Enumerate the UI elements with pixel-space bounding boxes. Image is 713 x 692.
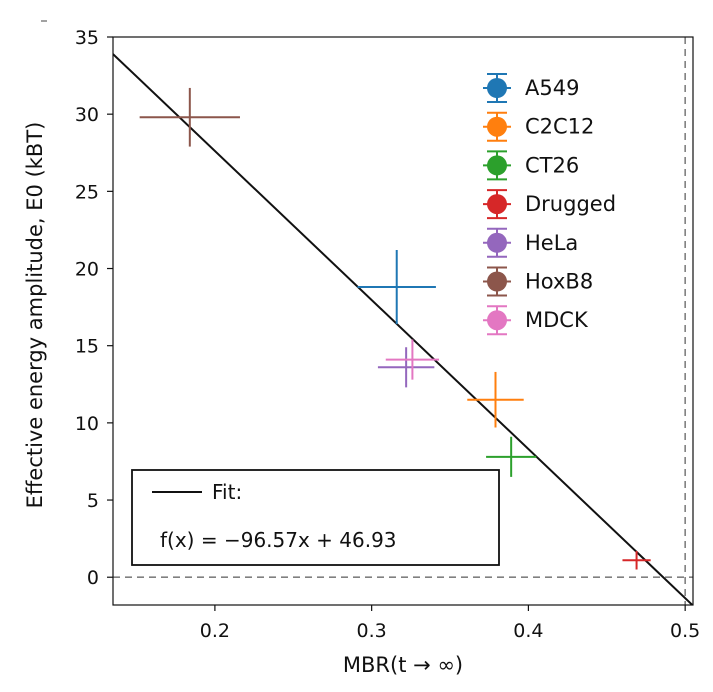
marker-mdck [385,339,440,380]
legend-marker-drugged [487,194,507,215]
legend-marker-c2c12 [487,116,507,137]
x-axis-label: MBR(t → ∞) [343,653,463,677]
legend: A549 C2C12 CT26 Drugged HeLa HoxB8 MDCK [483,73,616,336]
fit-legend-box: Fit: f(x) = −96.57x + 46.93 [131,469,500,566]
fit-equation: f(x) = −96.57x + 46.93 [160,528,397,552]
legend-label-hela: HeLa [525,231,578,255]
marker-ct26 [486,436,537,477]
x-tick-label: 0.2 [200,620,230,642]
legend-label-a549: A549 [525,76,579,100]
x-axis-ticks: 0.2 0.3 0.4 0.5 [200,605,700,642]
y-tick-label: 25 [75,181,99,203]
legend-item-c2c12: C2C12 [483,111,594,142]
reference-lines [113,37,693,605]
y-tick-label: 5 [87,490,99,512]
x-tick-label: 0.4 [513,620,543,642]
legend-label-mdck: MDCK [525,308,589,332]
marker-hela [377,347,435,388]
x-tick-label: 0.3 [357,620,387,642]
y-axis-ticks: 0 5 10 15 20 25 30 35 [75,27,113,589]
y-tick-label: 0 [87,567,99,589]
marker-c2c12 [467,371,524,428]
plot-frame [112,36,694,606]
y-tick-label: 20 [75,259,99,281]
fit-line-group [113,53,693,605]
legend-label-c2c12: C2C12 [525,115,594,139]
y-tick-label: 10 [75,413,99,435]
y-axis-label: Effective energy amplitude, E0 (kBT) [23,122,47,509]
marker-drugged [622,550,651,570]
fit-line [113,53,693,605]
legend-marker-a549 [487,78,507,98]
fit-legend-label: Fit: [212,480,242,504]
x-tick-label: 0.5 [670,620,700,642]
legend-marker-hoxb8 [487,271,507,292]
legend-marker-hela [487,232,507,253]
y-tick-label: 35 [75,27,99,49]
legend-item-ct26: CT26 [483,150,579,181]
legend-marker-mdck [487,310,507,331]
legend-marker-ct26 [487,155,507,176]
legend-label-drugged: Drugged [525,192,616,216]
y-tick-label: 30 [75,104,99,126]
legend-item-hela: HeLa [483,227,578,258]
legend-item-mdck: MDCK [483,305,589,336]
legend-item-hoxb8: HoxB8 [483,266,593,297]
marker-a549 [357,250,436,325]
legend-item-a549: A549 [483,73,579,103]
marker-hoxb8 [139,87,240,147]
legend-label-hoxb8: HoxB8 [525,270,593,294]
y-tick-label: 15 [75,336,99,358]
data-markers [139,87,651,570]
legend-item-drugged: Drugged [483,189,616,220]
legend-label-ct26: CT26 [525,153,579,177]
fit-legend-frame [131,469,500,566]
